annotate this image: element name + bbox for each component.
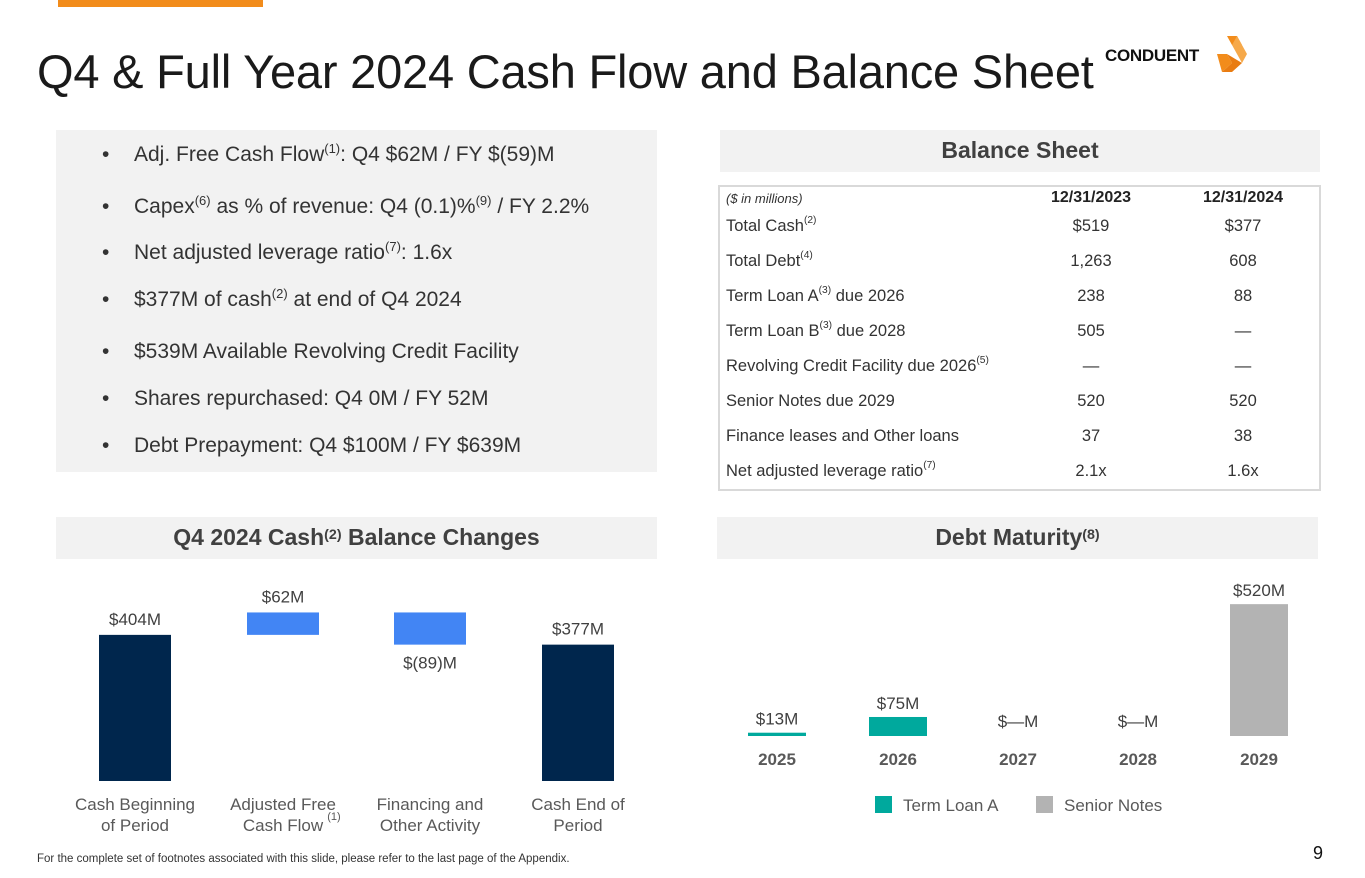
maturity-bar — [869, 716, 927, 736]
row-label: Total Debt(4) — [726, 250, 813, 270]
debt-maturity-chart: $13M 2025 $75M 2026 $—M 2027 $—M 2028 $520M 2029 T… — [748, 581, 1288, 815]
category-label: Cash Flow — [243, 816, 324, 835]
year-label: 2028 — [1119, 750, 1157, 769]
row-label: Senior Notes due 2029 — [726, 392, 895, 410]
data-label: $—M — [1118, 712, 1159, 731]
conduent-logo: CONDUENT — [1105, 34, 1255, 76]
cell-value: 1.6x — [1227, 462, 1259, 480]
waterfall-bar — [99, 634, 171, 781]
cell-value: — — [1234, 322, 1252, 340]
category-label: Cash Beginning — [75, 795, 195, 814]
row-label: Finance leases and Other loans — [726, 427, 959, 445]
category-label: Financing and — [377, 795, 484, 814]
year-label: 2026 — [879, 750, 917, 769]
cell-value: — — [1082, 357, 1100, 375]
table-row: Finance leases and Other loans 37 38 — [719, 419, 1320, 454]
cell-value: 238 — [1077, 287, 1105, 305]
table-row: Term Loan A(3) due 2026 238 88 — [719, 279, 1320, 314]
cell-value: 2.1x — [1075, 462, 1107, 480]
data-label: $(89)M — [403, 654, 457, 673]
maturity-bar — [748, 732, 806, 736]
row-label: Net adjusted leverage ratio(7) — [726, 460, 936, 480]
category-label: Other Activity — [380, 816, 481, 835]
cell-value: 520 — [1077, 392, 1105, 410]
category-label: Cash End of — [531, 795, 625, 814]
debt-maturity-heading: Debt Maturity(8) — [717, 517, 1318, 559]
year-label: 2027 — [999, 750, 1037, 769]
table-row: Total Debt(4) 1,263 608 — [719, 244, 1320, 279]
page-title: Q4 & Full Year 2024 Cash Flow and Balanc… — [37, 45, 1094, 98]
legend-label: Senior Notes — [1064, 796, 1162, 815]
data-label: $377M — [552, 620, 604, 639]
cell-value: 38 — [1233, 427, 1253, 445]
category-label: Period — [553, 816, 602, 835]
waterfall-bar — [247, 612, 319, 635]
unit-note: ($ in millions) — [726, 190, 803, 206]
cell-value: — — [1234, 357, 1252, 375]
row-label: Term Loan B(3) due 2028 — [726, 320, 906, 340]
table-row: Term Loan B(3) due 2028 505 — — [719, 314, 1320, 349]
data-label: $520M — [1233, 581, 1285, 600]
row-label: Total Cash(2) — [726, 215, 817, 235]
table-row: Senior Notes due 2029 520 520 — [719, 384, 1320, 419]
conduent-mark-icon — [1217, 36, 1247, 72]
balance-sheet-table: ($ in millions) 12/31/2023 12/31/2024 To… — [718, 185, 1321, 491]
waterfall-bar — [542, 644, 614, 781]
table-row: Revolving Credit Facility due 2026(5) — … — [719, 349, 1320, 384]
data-label: $404M — [109, 610, 161, 629]
legend-swatch — [1036, 796, 1053, 813]
cash-changes-heading: Q4 2024 Cash(2) Balance Changes — [56, 517, 657, 559]
data-label: $62M — [262, 587, 305, 606]
data-label: $13M — [756, 710, 799, 729]
year-label: 2029 — [1240, 750, 1278, 769]
cell-value: 37 — [1081, 427, 1101, 445]
row-label: Term Loan A(3) due 2026 — [726, 285, 905, 305]
column-header: 12/31/2024 — [1202, 189, 1284, 206]
column-header: 12/31/2023 — [1050, 189, 1132, 206]
highlights-panel: • Adj. Free Cash Flow(1): Q4 $62M / FY $… — [56, 130, 657, 472]
footnote: For the complete set of footnotes associ… — [37, 853, 570, 865]
category-footnote-marker: (1) — [327, 811, 340, 823]
cell-value: 505 — [1077, 322, 1105, 340]
category-label: Adjusted Free — [230, 795, 336, 814]
table-header-row: ($ in millions) 12/31/2023 12/31/2024 — [719, 186, 1320, 209]
data-label: $75M — [877, 694, 920, 713]
cell-value: $377 — [1224, 217, 1262, 235]
cell-value: $519 — [1072, 217, 1110, 235]
data-label: $—M — [998, 712, 1039, 731]
table-row: Net adjusted leverage ratio(7) 2.1x 1.6x — [719, 454, 1320, 490]
page-number: 9 — [1313, 843, 1324, 863]
balance-sheet-heading: Balance Sheet — [720, 130, 1320, 172]
category-label: of Period — [101, 816, 169, 835]
maturity-bar — [1230, 604, 1288, 736]
legend-swatch — [875, 796, 892, 813]
logo-text: CONDUENT — [1105, 46, 1199, 65]
legend-label: Term Loan A — [903, 796, 999, 815]
cell-value: 88 — [1233, 287, 1253, 305]
cash-waterfall-chart: $404M Cash Beginning of Period $62M Adjusted… — [75, 587, 625, 835]
cell-value: 608 — [1229, 252, 1257, 270]
year-label: 2025 — [758, 750, 796, 769]
row-label: Revolving Credit Facility due 2026(5) — [726, 355, 989, 375]
top-accent-bar — [58, 0, 263, 7]
cell-value: 520 — [1229, 392, 1257, 410]
waterfall-bar — [394, 612, 466, 645]
table-row: Total Cash(2) $519 $377 — [719, 209, 1320, 244]
cell-value: 1,263 — [1070, 252, 1112, 270]
